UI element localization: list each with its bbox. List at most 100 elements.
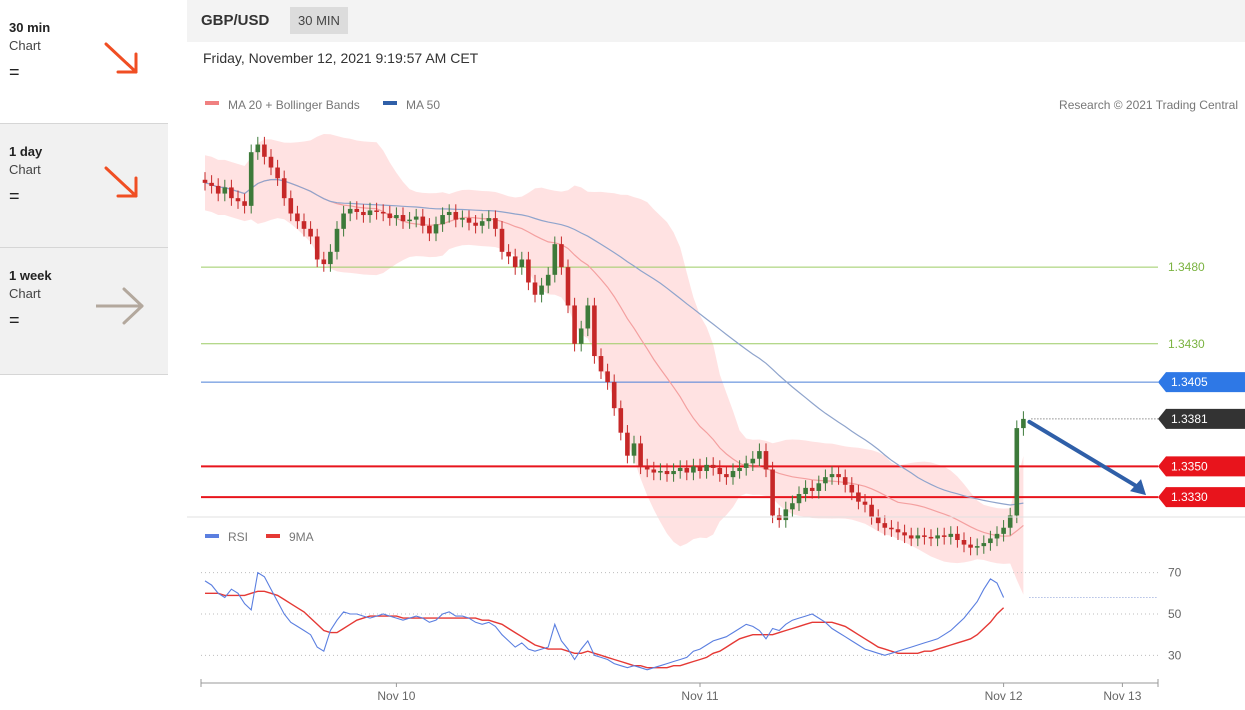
moving-averages — [204, 178, 1024, 537]
symbol-label: GBP/USD — [201, 12, 270, 29]
candle-body — [658, 471, 663, 473]
candle-body — [968, 544, 973, 548]
x-axis: Nov 10 Nov 11 Nov 12 Nov 13 — [200, 679, 1159, 703]
x-tick-label: Nov 13 — [1103, 689, 1141, 703]
candle-body — [532, 282, 538, 295]
x-tick-label: Nov 10 — [377, 689, 415, 703]
candle-body — [506, 251, 511, 257]
candle-body — [783, 509, 789, 521]
candle-body — [710, 464, 716, 468]
timeframe-badge[interactable]: 30 MIN — [290, 7, 348, 34]
candle-body — [908, 535, 914, 539]
candle-body — [453, 211, 459, 220]
candle-body — [473, 222, 478, 226]
ma9-legend-label: 9MA — [289, 530, 314, 544]
bollinger-band-area — [205, 134, 1024, 595]
candle-body — [493, 218, 498, 229]
candle-body — [948, 533, 954, 537]
timeframe-1week[interactable]: 1 week Chart = — [0, 248, 168, 375]
candle-body — [499, 228, 505, 252]
candle-body — [552, 244, 558, 275]
candle-body — [823, 477, 828, 484]
timeframe-30min[interactable]: 30 min Chart = — [0, 0, 168, 124]
candle-body — [790, 503, 795, 510]
candle-body — [512, 256, 518, 268]
timeframe-subtitle: Chart — [9, 162, 41, 177]
candle-body — [202, 179, 208, 183]
price-tag-1.3405 — [1158, 372, 1245, 393]
ma20-legend-swatch — [205, 101, 219, 105]
price-tag-label-1.3381: 1.3381 — [1171, 412, 1208, 426]
candle-body — [215, 185, 221, 194]
candle-body — [625, 432, 630, 456]
chart-legend: MA 20 + Bollinger Bands MA 50 Research ©… — [205, 98, 1238, 112]
candle-body — [334, 228, 340, 252]
timeframe-title: 30 min — [9, 20, 51, 35]
candle-body — [374, 210, 379, 212]
candle-body — [605, 371, 610, 383]
candle-body — [347, 208, 353, 214]
candle-body — [809, 487, 815, 491]
candle-body — [479, 221, 485, 226]
candle-body — [460, 218, 465, 220]
rsi-panel: RSI 9MA 30 50 70 — [201, 530, 1182, 671]
candle-body — [592, 305, 597, 357]
candle-body — [1001, 527, 1006, 534]
candle-body — [519, 259, 525, 268]
candle-body — [684, 467, 690, 473]
candle-body — [321, 259, 327, 265]
candle-body — [295, 213, 300, 222]
candle-body — [585, 305, 591, 329]
price-tags: 1.3480 1.3430 1.3405 1.3381 1.3350 1.3330 — [1027, 260, 1245, 508]
candle-body — [394, 215, 399, 219]
candle-body — [935, 535, 940, 539]
candle-body — [974, 546, 980, 548]
candle-body — [539, 285, 544, 295]
price-tag-label-1.3405: 1.3405 — [1171, 375, 1208, 389]
candle-body — [776, 515, 782, 521]
candle-body — [618, 408, 624, 433]
candle-body — [638, 443, 643, 467]
price-tag-1.3381 — [1158, 408, 1245, 429]
candle-body — [440, 215, 445, 225]
candle-body — [387, 213, 393, 219]
candle-body — [677, 467, 683, 472]
candle-body — [882, 523, 888, 528]
candle-body — [526, 259, 531, 283]
candle-body — [1014, 428, 1020, 516]
candle-body — [559, 244, 564, 268]
candle-body — [671, 471, 676, 475]
candle-body — [400, 215, 406, 222]
candle-body — [308, 228, 313, 237]
candle-body — [611, 382, 617, 409]
candle-body — [955, 533, 960, 540]
candle-body — [644, 466, 650, 470]
candle-body — [545, 274, 551, 286]
candle-body — [717, 467, 723, 475]
candle-body — [578, 328, 584, 344]
timeframe-1day[interactable]: 1 day Chart = — [0, 124, 168, 248]
candle-body — [829, 474, 835, 478]
candle-body — [895, 529, 901, 533]
timeframe-title: 1 week — [9, 268, 52, 283]
candle-body — [229, 187, 234, 199]
candle-body — [209, 182, 214, 186]
forecast-arrow-head — [1130, 479, 1146, 496]
candle-body — [737, 467, 742, 472]
equal-sign: = — [9, 186, 20, 206]
candle-body — [770, 469, 775, 516]
candle-body — [275, 167, 280, 179]
candle-body — [413, 216, 419, 220]
candle-body — [248, 152, 254, 206]
equal-sign: = — [9, 310, 20, 330]
candle-body — [961, 539, 967, 545]
candle-body — [255, 144, 261, 153]
price-tag-1.3330 — [1158, 487, 1245, 508]
candle-body — [875, 517, 881, 524]
candle-body — [842, 477, 848, 485]
candle-body — [235, 198, 241, 202]
timeframe-panel: 30 min Chart = 1 day Chart = 1 week Char… — [0, 0, 168, 375]
equal-sign: = — [9, 62, 20, 82]
candle-body — [466, 218, 472, 223]
